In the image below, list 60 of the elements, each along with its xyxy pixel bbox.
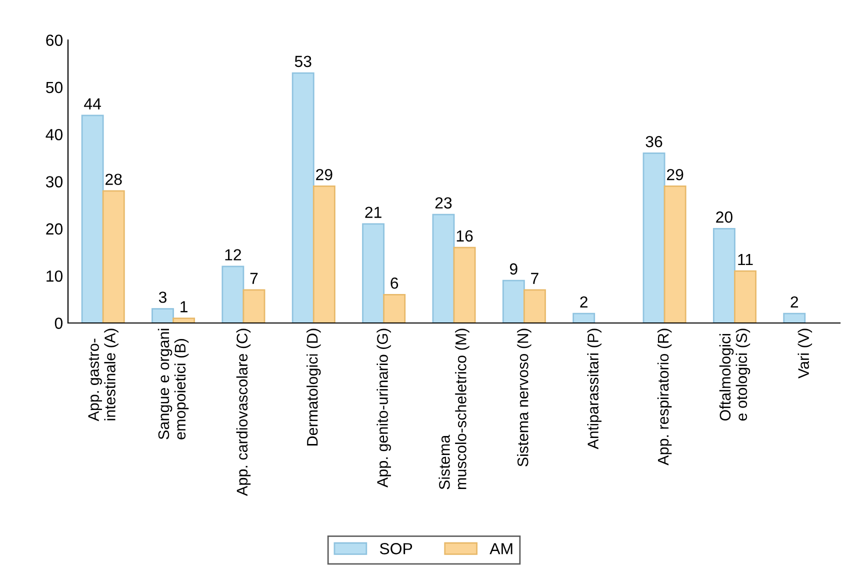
- bar: [712, 228, 736, 323]
- bar: [453, 246, 476, 323]
- data-label: 29: [316, 168, 332, 180]
- bar: [523, 289, 546, 323]
- y-tick-label: 60: [46, 34, 63, 46]
- bar: [432, 214, 455, 323]
- y-tick-label: 0: [54, 318, 63, 329]
- data-label: 29: [666, 168, 684, 180]
- data-label: 21: [365, 206, 382, 218]
- x-tick-label: App. genito-urinario (G): [376, 328, 391, 488]
- data-label: 20: [716, 211, 732, 223]
- bar: [572, 312, 596, 323]
- data-label: 36: [646, 136, 662, 148]
- x-tick-label: Sistema muscolo-scheletrico (M): [438, 328, 470, 490]
- legend-label: SOP: [380, 543, 412, 554]
- x-tick-label: Sistema nervoso (N): [517, 328, 532, 466]
- x-tick-label: App. cardiovascolare (C): [236, 328, 251, 496]
- data-label: 28: [106, 174, 122, 185]
- data-label: 2: [580, 296, 588, 308]
- y-tick-label: 30: [46, 176, 63, 188]
- data-label: 16: [456, 230, 473, 242]
- y-tick-label: 10: [46, 270, 63, 282]
- y-tick-label: 50: [46, 82, 63, 94]
- data-label: 1: [180, 301, 188, 312]
- x-tick-label: App. gastro- intestinale (A): [88, 328, 118, 422]
- data-label: 44: [84, 98, 101, 110]
- x-tick-label: Dermatologici (D): [306, 328, 321, 446]
- y-tick-label: 20: [46, 223, 63, 235]
- data-label: 9: [510, 263, 518, 275]
- data-label: 6: [390, 277, 398, 289]
- data-label: 7: [531, 272, 538, 284]
- bar: [664, 186, 686, 323]
- data-label: 12: [225, 249, 242, 260]
- data-label: 7: [250, 272, 258, 284]
- bar: [383, 294, 406, 323]
- bar: [642, 152, 666, 323]
- x-tick-label: Vari (V): [798, 328, 812, 378]
- bar: [312, 186, 336, 323]
- bar: [783, 312, 806, 323]
- data-label: 11: [738, 254, 753, 266]
- x-tick-label: Oftalmologici e otologici (S): [719, 328, 750, 421]
- x-tick-label: Sangue e organi emopoietici (B): [158, 328, 189, 440]
- data-label: 3: [158, 292, 166, 303]
- bar: [362, 223, 385, 323]
- bar: [102, 190, 125, 323]
- x-tick-label: Antiparassitari (P): [587, 328, 602, 450]
- bar: [172, 318, 196, 323]
- bar: [502, 280, 525, 323]
- data-label: 2: [790, 296, 798, 308]
- bar: [152, 308, 174, 323]
- bar: [734, 270, 756, 323]
- bar: [292, 72, 314, 323]
- bar: [81, 114, 104, 323]
- x-tick-label: App. respiratorio (R): [657, 328, 672, 466]
- bar: [222, 266, 244, 323]
- bar: [242, 289, 266, 323]
- y-tick-label: 40: [46, 128, 63, 140]
- data-label: 23: [435, 197, 452, 209]
- data-label: 53: [294, 56, 312, 68]
- legend-label: AM: [490, 543, 512, 554]
